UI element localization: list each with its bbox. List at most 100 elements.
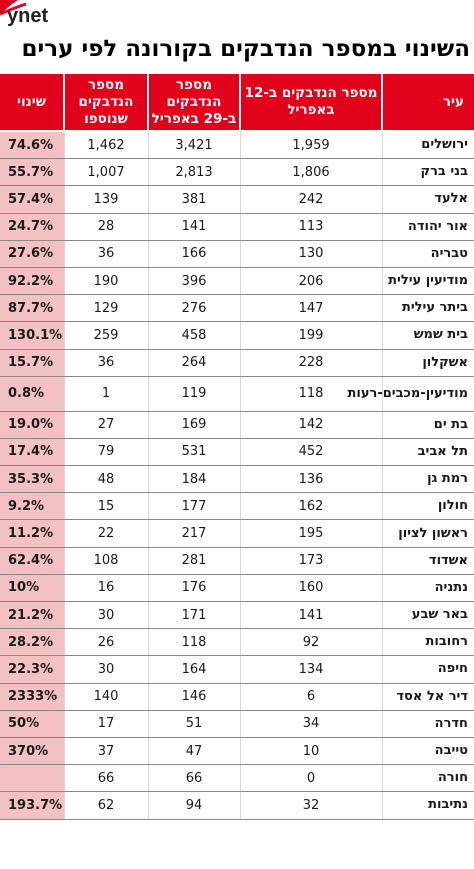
cell-apr12: 1,806 [239,158,382,187]
cell-change: 35.3% [0,465,64,494]
cell-change: 15.7% [0,349,64,377]
cell-apr12: 34 [239,710,382,738]
cell-change: 2333% [0,683,64,711]
cell-added: 16 [63,574,148,603]
table-row: חיפה 134 164 30 22.3% [0,655,474,684]
cell-apr12: 162 [239,492,382,521]
cell-apr12: 173 [239,547,382,575]
table-row: נתיבות 32 94 62 193.7% [0,791,474,820]
cell-city: אשדוד [381,547,474,575]
cell-added: 129 [63,294,148,323]
cell-added: 27 [63,411,148,439]
cell-added: 79 [63,438,148,467]
table-row: ביתר עילית 147 276 129 87.7% [0,294,474,323]
cell-apr29: 166 [147,240,240,268]
cell-added: 140 [63,683,148,711]
cell-change: 74.6% [0,131,64,160]
cell-apr29: 177 [147,492,240,521]
cell-added: 66 [63,764,148,793]
cell-apr12: 199 [239,321,382,350]
cell-change [0,764,64,793]
cell-apr29: 184 [147,465,240,494]
cell-added: 259 [63,321,148,350]
cell-apr12: 130 [239,240,382,268]
cell-change: 0.8% [0,376,64,412]
table-row: בני ברק 1,806 2,813 1,007 55.7% [0,158,474,187]
cell-change: 92.2% [0,267,64,296]
cell-added: 108 [63,547,148,575]
cell-change: 193.7% [0,791,64,820]
table-row: חורה 0 66 66 [0,764,474,793]
cell-apr29: 458 [147,321,240,350]
cell-change: 10% [0,574,64,603]
cell-city: חולון [381,492,474,521]
table-row: אלעד 242 381 139 57.4% [0,185,474,214]
cell-city: בני ברק [381,158,474,187]
table-row: אור יהודה 113 141 28 24.7% [0,213,474,241]
header-added: מספר הנדבקים שנוספו [63,74,148,132]
cell-city: אור יהודה [381,213,474,241]
cell-change: 130.1% [0,321,64,350]
page-title: השינוי במספר הנדבקים בקורונה לפי ערים [21,36,471,62]
header-city: עיר [381,74,474,132]
cell-apr12: 0 [239,764,382,793]
cell-apr12: 113 [239,213,382,241]
cell-change: 17.4% [0,438,64,467]
cell-city: טייבה [381,737,474,766]
cell-city: אלעד [381,185,474,214]
cell-city: ירושלים [381,131,474,160]
cell-added: 1,462 [63,131,148,160]
table-row: חולון 162 177 15 9.2% [0,492,474,521]
table-row: רחובות 92 118 26 28.2% [0,628,474,657]
cell-city: באר שבע [381,601,474,630]
cell-city: טבריה [381,240,474,268]
cell-city: מודיעין עילית [381,267,474,296]
table-row: תל אביב 452 531 79 17.4% [0,438,474,467]
logo-text: ynet [7,5,48,27]
cell-city: דיר אל אסד [381,683,474,711]
cell-apr29: 281 [147,547,240,575]
cell-apr29: 51 [147,710,240,738]
cell-apr29: 3,421 [147,131,240,160]
cell-city: בת ים [381,411,474,439]
cell-added: 48 [63,465,148,494]
cell-added: 190 [63,267,148,296]
cell-city: תל אביב [381,438,474,467]
cell-added: 139 [63,185,148,214]
header-apr12: מספר הנדבקים ב-12 באפריל [239,74,382,132]
cell-added: 28 [63,213,148,241]
cell-apr29: 94 [147,791,240,820]
cell-city: מודיעין-מכבים-רעות [348,376,474,412]
cell-added: 1,007 [63,158,148,187]
cell-apr29: 276 [147,294,240,323]
table-row: ירושלים 1,959 3,421 1,462 74.6% [0,131,474,160]
cell-city: חיפה [381,655,474,684]
cell-added: 30 [63,601,148,630]
cell-apr29: 146 [147,683,240,711]
cell-change: 21.2% [0,601,64,630]
table-row: נתניה 160 176 16 10% [0,574,474,603]
cell-added: 26 [63,628,148,657]
table-row: דיר אל אסד 6 146 140 2333% [0,683,474,711]
cell-apr12: 195 [239,519,382,548]
cell-added: 37 [63,737,148,766]
cell-apr29: 119 [147,376,240,412]
cell-apr12: 142 [239,411,382,439]
table-row: ראשון לציון 195 217 22 11.2% [0,519,474,548]
cell-city: חדרה [381,710,474,738]
cell-apr12: 6 [239,683,382,711]
cell-apr12: 228 [239,349,382,377]
cell-change: 87.7% [0,294,64,323]
cell-change: 19.0% [0,411,64,439]
cell-change: 24.7% [0,213,64,241]
cell-apr12: 160 [239,574,382,603]
cell-apr29: 171 [147,601,240,630]
cell-city: חורה [381,764,474,793]
header-apr29: מספר הנדבקים ב-29 באפריל [147,74,240,132]
cell-city: ביתר עילית [381,294,474,323]
cell-apr29: 169 [147,411,240,439]
cell-apr12: 452 [239,438,382,467]
table-row: אשדוד 173 281 108 62.4% [0,547,474,575]
header-change: שינוי [0,74,64,132]
